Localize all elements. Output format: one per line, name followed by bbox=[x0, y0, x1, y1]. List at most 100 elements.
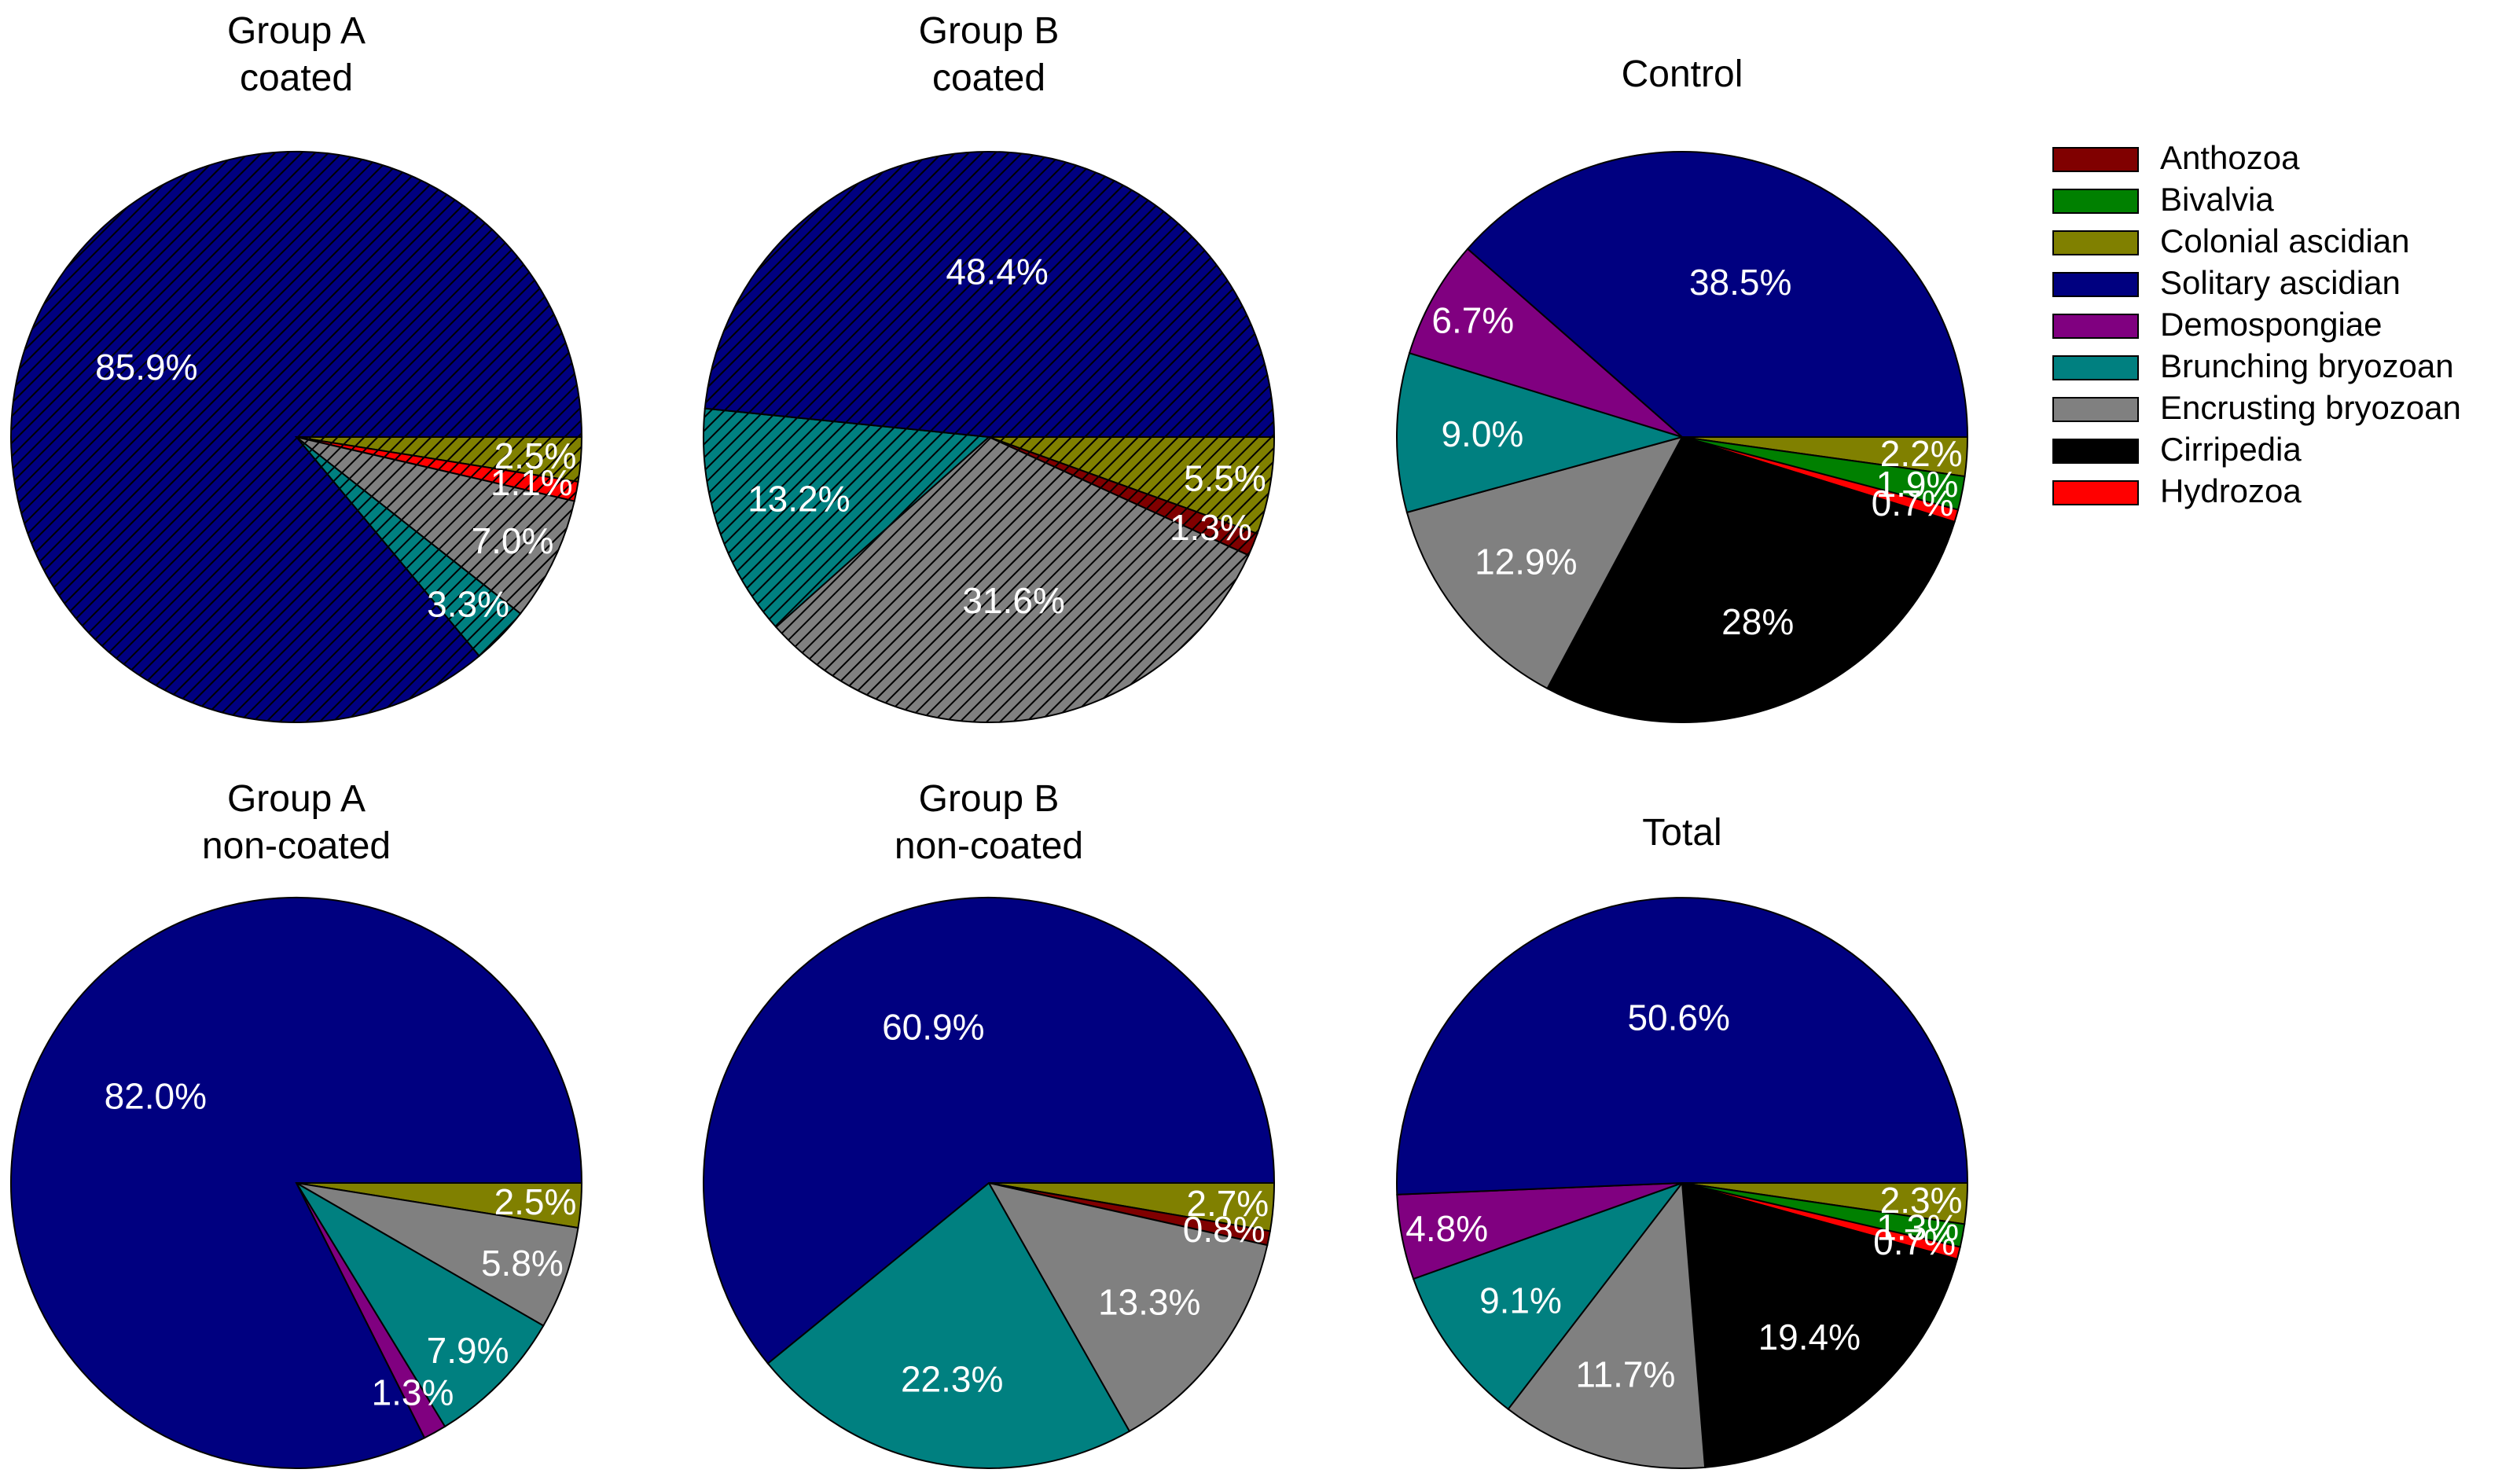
slice-label: 0.7% bbox=[1872, 483, 1954, 523]
legend: Anthozoa Bivalvia Colonial ascidian Solitar… bbox=[2052, 139, 2461, 509]
slice-brunching-bryozoan bbox=[1396, 351, 1685, 514]
slice-label: 31.6% bbox=[962, 580, 1064, 621]
legend-item-encrusting-bryozoan: Encrusting bryozoan bbox=[2052, 389, 2461, 426]
pie-slices bbox=[703, 896, 1276, 1469]
chart-title: Group B bbox=[919, 778, 1060, 820]
slice-solitary-ascidian bbox=[703, 896, 1276, 1365]
slice-solitary-ascidian bbox=[704, 150, 1276, 438]
slice-encrusting-bryozoan bbox=[987, 1181, 1269, 1433]
legend-label: Brunching bryozoan bbox=[2160, 347, 2454, 384]
slice-label: 2.5% bbox=[494, 435, 577, 476]
pie-slices bbox=[1396, 897, 1969, 1469]
slice-label: 85.9% bbox=[95, 347, 197, 388]
slice-solitary-ascidian bbox=[10, 897, 583, 1469]
legend-item-colonial-ascidian: Colonial ascidian bbox=[2052, 222, 2410, 259]
legend-item-anthozoa: Anthozoa bbox=[2052, 139, 2300, 176]
chart-title: Total bbox=[1642, 812, 1721, 854]
slice-label: 48.4% bbox=[946, 252, 1048, 292]
slice-label: 9.0% bbox=[1441, 413, 1523, 454]
pie-labels: 2.2%1.9%0.7% 28% 12.9% 9.0% 6.7% 38.5% bbox=[1431, 262, 1962, 642]
pie-chart-6: Total 2.3%1.3%0.7% 19.4% 11.7% 9.1% 4.8% 50.6% bbox=[1396, 812, 1969, 1469]
slice-encrusting-bryozoan bbox=[1405, 435, 1684, 690]
slice-label: 7.9% bbox=[427, 1330, 509, 1371]
slice-label: 38.5% bbox=[1689, 262, 1791, 303]
slice-label: 1.1% bbox=[490, 462, 573, 503]
chart-title: coated bbox=[932, 57, 1045, 99]
pie-chart-2: Group B coated 5.5% 1.3% 31.6% 13.2% 48.4% bbox=[703, 10, 1276, 723]
legend-item-solitary-ascidian: Solitary ascidian bbox=[2052, 264, 2401, 301]
pie-labels: 2.7%0.8% 13.3% 22.3% 60.9% bbox=[882, 1007, 1269, 1400]
slice-label: 2.2% bbox=[1880, 433, 1963, 474]
slice-encrusting-bryozoan bbox=[1507, 1181, 1707, 1469]
chart-title: Group A bbox=[227, 778, 366, 820]
pie-chart-3: Control 2.2%1.9%0.7% 28% 12.9% 9.0% 6.7% 38.5% bbox=[1396, 53, 1969, 723]
slice-solitary-ascidian bbox=[1396, 897, 1969, 1196]
pie-slices bbox=[1396, 151, 1969, 723]
legend-item-bivalvia: Bivalvia bbox=[2052, 181, 2274, 218]
slice-label: 6.7% bbox=[1431, 299, 1514, 340]
legend-item-hydrozoa: Hydrozoa bbox=[2052, 472, 2302, 509]
pie-labels: 2.5% 5.8% 7.9%1.3% 82.0% bbox=[105, 1076, 577, 1413]
pie-labels: 5.5% 1.3% 31.6% 13.2% 48.4% bbox=[748, 252, 1266, 622]
legend-item-brunching-bryozoan: Brunching bryozoan bbox=[2052, 347, 2454, 384]
legend-label: Hydrozoa bbox=[2160, 472, 2302, 509]
slice-cirripedia bbox=[1681, 1181, 1959, 1468]
charts-layer: Group Acoated2.5%1.1%7.0%3.3%85.9%Group … bbox=[10, 10, 1969, 1469]
pie-chart-5: Group B non-coated 2.7%0.8% 13.3% 22.3% 60.9% bbox=[703, 778, 1276, 1469]
chart-title: coated bbox=[240, 57, 353, 99]
slice-label: 7.0% bbox=[472, 520, 554, 561]
legend-swatch bbox=[2052, 314, 2139, 339]
pie-chart-1: Group A coated 2.5%1.1% 7.0% 3.3% 85.9% bbox=[10, 10, 583, 723]
slice-label: 60.9% bbox=[882, 1007, 984, 1048]
slice-label: 2.5% bbox=[494, 1181, 577, 1222]
chart-title: non-coated bbox=[202, 825, 391, 867]
legend-item-cirripedia: Cirripedia bbox=[2052, 431, 2302, 468]
slice-label: 12.9% bbox=[1475, 541, 1577, 582]
legend-label: Colonial ascidian bbox=[2160, 222, 2410, 259]
legend-label: Bivalvia bbox=[2160, 181, 2274, 218]
legend-swatch bbox=[2052, 189, 2139, 214]
pie-chart-4: Group A non-coated 2.5% 5.8% 7.9%1.3% 82.0% bbox=[10, 778, 583, 1469]
slice-label: 4.8% bbox=[1405, 1208, 1488, 1249]
legend-label: Cirripedia bbox=[2160, 431, 2302, 468]
slice-label: 19.4% bbox=[1758, 1317, 1861, 1357]
pie-labels: 2.5%1.1% 7.0% 3.3% 85.9% bbox=[95, 347, 576, 625]
slice-demospongiae bbox=[1408, 248, 1683, 438]
slice-cirripedia bbox=[1546, 435, 1956, 723]
slice-brunching-bryozoan bbox=[296, 1182, 545, 1428]
slice-label: 11.7% bbox=[1575, 1354, 1675, 1395]
legend-swatch bbox=[2052, 147, 2139, 172]
slice-label: 1.9% bbox=[1876, 464, 1959, 505]
legend-swatch bbox=[2052, 355, 2139, 380]
slice-label: 2.7% bbox=[1186, 1183, 1269, 1224]
slice-label: 0.8% bbox=[1183, 1209, 1266, 1250]
legend-swatch bbox=[2052, 397, 2139, 422]
legend-label: Anthozoa bbox=[2160, 139, 2300, 176]
slice-label: 13.3% bbox=[1098, 1281, 1200, 1322]
slice-label: 22.3% bbox=[901, 1359, 1003, 1400]
legend-item-demospongiae: Demospongiae bbox=[2052, 306, 2383, 343]
legend-swatch bbox=[2052, 272, 2139, 297]
chart-title: Control bbox=[1622, 53, 1743, 95]
slice-label: 2.3% bbox=[1880, 1180, 1963, 1221]
slice-label: 1.3% bbox=[372, 1372, 454, 1413]
legend-label: Demospongiae bbox=[2160, 306, 2383, 343]
slice-label: 5.8% bbox=[481, 1243, 564, 1284]
slice-brunching-bryozoan bbox=[1412, 1181, 1685, 1411]
slice-label: 0.7% bbox=[1873, 1221, 1956, 1262]
slice-label: 28% bbox=[1721, 601, 1794, 642]
slice-label: 1.3% bbox=[1876, 1207, 1959, 1247]
legend-swatch bbox=[2052, 439, 2139, 464]
legend-label: Encrusting bryozoan bbox=[2160, 389, 2461, 426]
slice-label: 13.2% bbox=[748, 479, 850, 520]
slice-label: 5.5% bbox=[1184, 457, 1266, 498]
slice-brunching-bryozoan bbox=[766, 1181, 1131, 1469]
legend-swatch bbox=[2052, 230, 2139, 255]
pie-slices bbox=[703, 150, 1276, 723]
slice-label: 1.3% bbox=[1170, 507, 1252, 548]
slice-label: 82.0% bbox=[105, 1076, 207, 1117]
chart-title: Group A bbox=[227, 10, 366, 52]
legend-label: Solitary ascidian bbox=[2160, 264, 2401, 301]
slice-label: 50.6% bbox=[1627, 997, 1729, 1038]
